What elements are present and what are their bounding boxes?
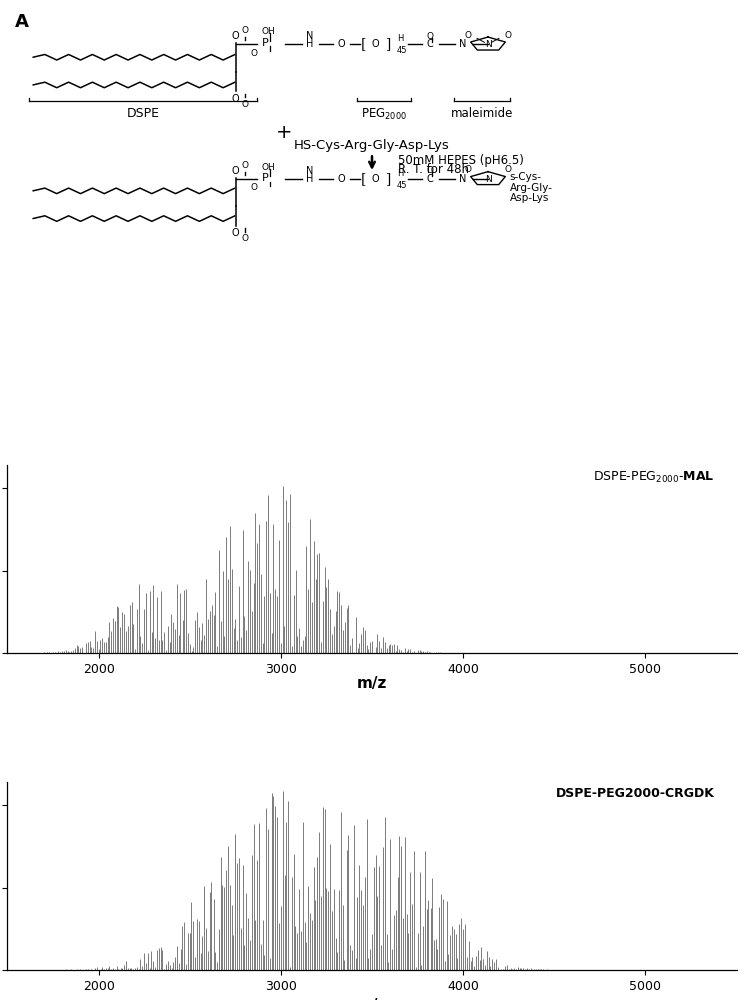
Text: O: O xyxy=(426,32,433,41)
Text: HS-Cys-Arg-Gly-Asp-Lys: HS-Cys-Arg-Gly-Asp-Lys xyxy=(294,139,450,152)
Text: N: N xyxy=(459,39,466,49)
Text: A: A xyxy=(15,13,28,31)
Text: O: O xyxy=(232,31,240,41)
Text: O: O xyxy=(337,174,344,184)
Text: 45: 45 xyxy=(397,181,408,190)
Text: O: O xyxy=(242,100,248,109)
Text: PEG$_{2000}$: PEG$_{2000}$ xyxy=(361,107,407,122)
Text: 50mM HEPES (pH6.5): 50mM HEPES (pH6.5) xyxy=(397,154,523,167)
Text: [: [ xyxy=(360,37,366,51)
Text: O: O xyxy=(426,166,433,175)
Text: Asp-Lys: Asp-Lys xyxy=(510,193,549,203)
Text: O: O xyxy=(371,174,379,184)
Text: O: O xyxy=(242,234,248,243)
Text: N: N xyxy=(484,40,491,49)
Text: O: O xyxy=(465,31,472,40)
Text: H: H xyxy=(306,174,313,184)
Text: DSPE-PEG2000-CRGDK: DSPE-PEG2000-CRGDK xyxy=(556,787,715,800)
Text: DSPE-PEG$_{2000}$-$\bf{MAL}$: DSPE-PEG$_{2000}$-$\bf{MAL}$ xyxy=(593,470,715,485)
Text: N: N xyxy=(484,175,491,184)
Text: P: P xyxy=(262,38,269,48)
Text: [: [ xyxy=(360,172,366,186)
Text: s-Cys-: s-Cys- xyxy=(510,172,542,182)
Text: m/z: m/z xyxy=(357,998,387,1000)
Text: O: O xyxy=(232,94,240,104)
Text: O: O xyxy=(504,165,511,174)
Text: N: N xyxy=(306,166,313,176)
Text: OH: OH xyxy=(262,27,276,36)
Text: maleimide: maleimide xyxy=(451,107,513,120)
Text: O: O xyxy=(232,228,240,238)
Text: R. T. for 48h: R. T. for 48h xyxy=(397,163,469,176)
Text: 45: 45 xyxy=(397,46,408,55)
Text: ]: ] xyxy=(386,172,391,186)
Text: O: O xyxy=(242,161,248,170)
Text: H: H xyxy=(397,34,403,43)
Text: O: O xyxy=(251,49,257,58)
Text: O: O xyxy=(337,39,344,49)
Text: DSPE: DSPE xyxy=(126,107,160,120)
Text: O: O xyxy=(465,165,472,174)
Text: O: O xyxy=(251,183,257,192)
Text: C: C xyxy=(426,39,433,49)
Text: N: N xyxy=(306,31,313,41)
Text: O: O xyxy=(504,31,511,40)
Text: OH: OH xyxy=(262,163,276,172)
Text: O: O xyxy=(371,39,379,49)
Text: +: + xyxy=(276,123,292,142)
Text: H: H xyxy=(397,169,403,178)
Text: P: P xyxy=(262,173,269,183)
Text: m/z: m/z xyxy=(357,676,387,691)
Text: N: N xyxy=(459,174,466,184)
Text: Arg-Gly-: Arg-Gly- xyxy=(510,183,553,193)
Text: ]: ] xyxy=(386,37,391,51)
Text: O: O xyxy=(232,166,240,176)
Text: H: H xyxy=(306,39,313,49)
Text: C: C xyxy=(426,174,433,184)
Text: O: O xyxy=(242,26,248,35)
